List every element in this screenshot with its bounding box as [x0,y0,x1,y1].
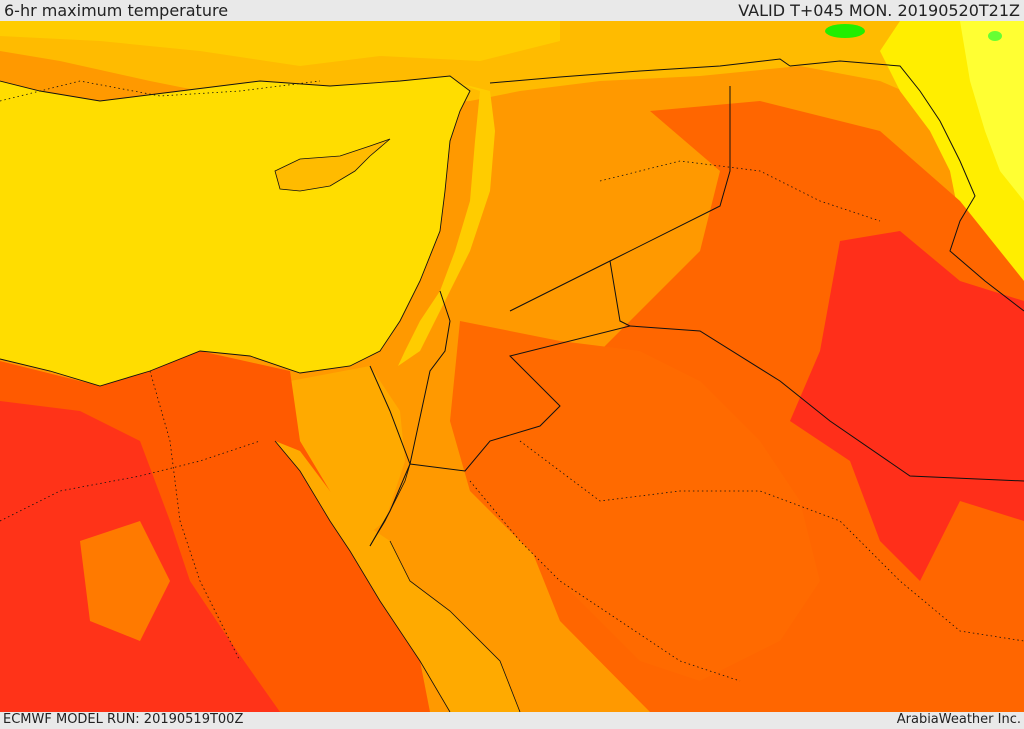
red-sea [275,441,520,712]
admin-borders [0,80,1024,682]
sinai-zone [290,366,405,541]
levant-coast-strip [398,81,495,366]
map-title: 6-hr maximum temperature [4,1,229,20]
footer-bar: ECMWF MODEL RUN: 20190519T00Z ArabiaWeat… [0,712,1024,729]
jordan-dark-orange-zone [450,321,820,681]
country-borders [369,58,1024,547]
model-run: ECMWF MODEL RUN: 20190519T00Z [3,712,244,727]
coastline [0,75,471,387]
cyprus [274,138,391,192]
gulf-of-aqaba [369,463,411,547]
header-bar: 6-hr maximum temperature VALID T+045 MON… [0,0,1024,21]
valid-time: VALID T+045 MON. 20190520T21Z [738,1,1020,20]
iraq-red-zone [790,231,1024,581]
northeast-yellow-inner [960,21,1024,201]
egypt-orange-patch [80,521,170,641]
credit-label: ArabiaWeather Inc. [896,712,1021,727]
green-spot-small [988,31,1002,41]
turkey-cool-zone [0,21,560,66]
green-spot [825,24,865,38]
red-sea-coast [274,440,521,712]
temperature-map [0,21,1024,712]
